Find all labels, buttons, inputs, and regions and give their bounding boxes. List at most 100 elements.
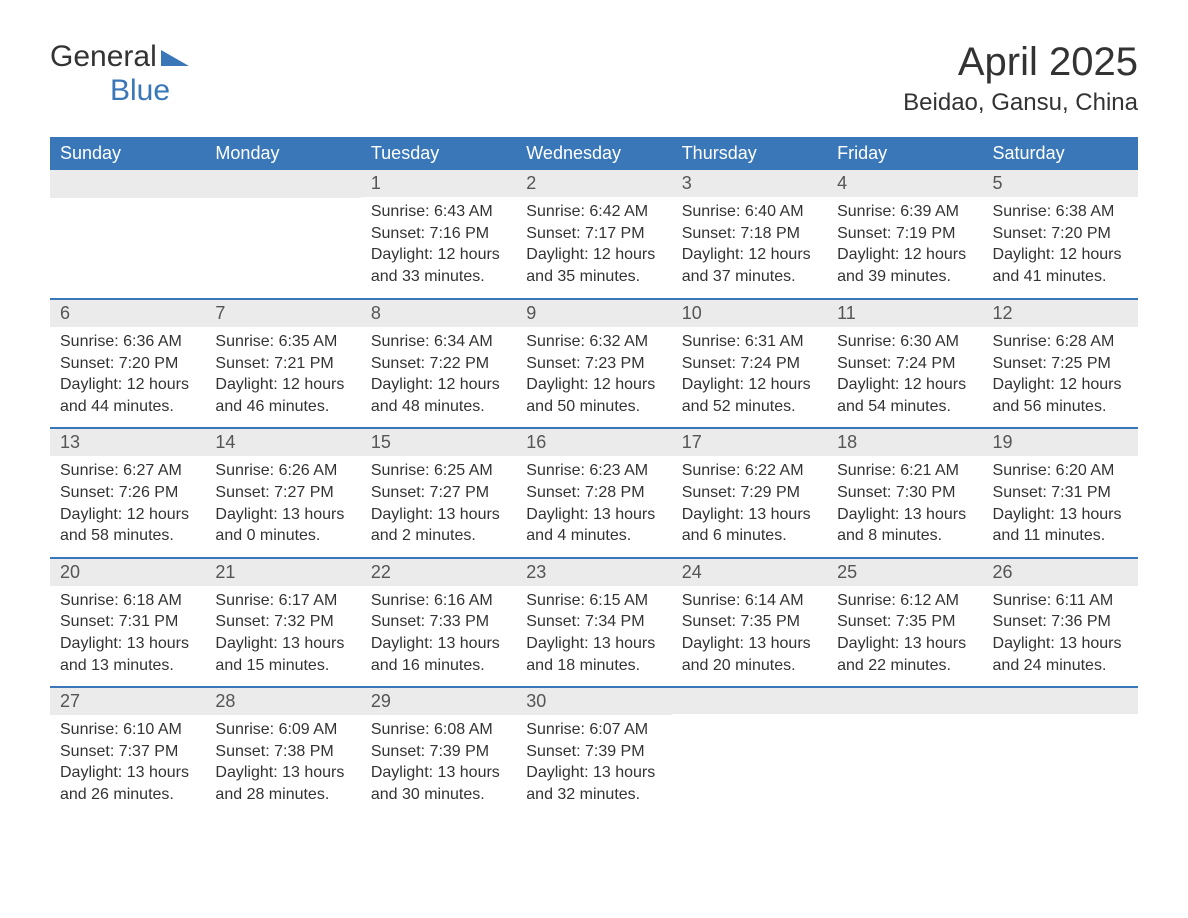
calendar-week-row: 27Sunrise: 6:10 AMSunset: 7:37 PMDayligh… xyxy=(50,686,1138,815)
day-number: 4 xyxy=(827,170,982,197)
day-content: Sunrise: 6:28 AMSunset: 7:25 PMDaylight:… xyxy=(983,327,1138,427)
sunset-text: Sunset: 7:27 PM xyxy=(371,482,506,504)
day-number: 28 xyxy=(205,686,360,715)
sunset-text: Sunset: 7:38 PM xyxy=(215,741,350,763)
day-number: 25 xyxy=(827,557,982,586)
day-content: Sunrise: 6:34 AMSunset: 7:22 PMDaylight:… xyxy=(361,327,516,427)
sunset-text: Sunset: 7:39 PM xyxy=(371,741,506,763)
sunrise-text: Sunrise: 6:17 AM xyxy=(215,590,350,612)
sunset-text: Sunset: 7:35 PM xyxy=(682,611,817,633)
daylight-text: Daylight: 13 hours and 11 minutes. xyxy=(993,504,1128,547)
day-number: 29 xyxy=(361,686,516,715)
daylight-text: Daylight: 13 hours and 26 minutes. xyxy=(60,762,195,805)
calendar-day-cell: 6Sunrise: 6:36 AMSunset: 7:20 PMDaylight… xyxy=(50,298,205,427)
day-number: 24 xyxy=(672,557,827,586)
day-number: 9 xyxy=(516,298,671,327)
day-number: 1 xyxy=(361,170,516,197)
daylight-text: Daylight: 13 hours and 18 minutes. xyxy=(526,633,661,676)
day-number: 2 xyxy=(516,170,671,197)
day-content: Sunrise: 6:26 AMSunset: 7:27 PMDaylight:… xyxy=(205,456,360,556)
day-number: 6 xyxy=(50,298,205,327)
day-number: 18 xyxy=(827,427,982,456)
calendar-day-cell: 18Sunrise: 6:21 AMSunset: 7:30 PMDayligh… xyxy=(827,427,982,556)
header: General Blue April 2025 Beidao, Gansu, C… xyxy=(50,40,1138,129)
sunset-text: Sunset: 7:26 PM xyxy=(60,482,195,504)
sunrise-text: Sunrise: 6:22 AM xyxy=(682,460,817,482)
sunrise-text: Sunrise: 6:20 AM xyxy=(993,460,1128,482)
sunset-text: Sunset: 7:20 PM xyxy=(60,353,195,375)
weekday-header: Saturday xyxy=(983,137,1138,170)
sunrise-text: Sunrise: 6:12 AM xyxy=(837,590,972,612)
calendar-day-cell: 24 Sunrise: 6:14 AMSunset: 7:35 PMDayligh… xyxy=(672,557,827,686)
daylight-text: Daylight: 12 hours and 39 minutes. xyxy=(837,244,972,287)
sunset-text: Sunset: 7:21 PM xyxy=(215,353,350,375)
daylight-text: Daylight: 12 hours and 35 minutes. xyxy=(526,244,661,287)
day-number: 21 xyxy=(205,557,360,586)
logo-text-2: Blue xyxy=(110,74,170,107)
calendar-week-row: 6Sunrise: 6:36 AMSunset: 7:20 PMDaylight… xyxy=(50,298,1138,427)
day-content: Sunrise: 6:42 AMSunset: 7:17 PMDaylight:… xyxy=(516,197,671,297)
weekday-header: Sunday xyxy=(50,137,205,170)
sunrise-text: Sunrise: 6:27 AM xyxy=(60,460,195,482)
sunset-text: Sunset: 7:35 PM xyxy=(837,611,972,633)
sunrise-text: Sunrise: 6:10 AM xyxy=(60,719,195,741)
sunrise-text: Sunrise: 6:15 AM xyxy=(526,590,661,612)
daylight-text: Daylight: 12 hours and 50 minutes. xyxy=(526,374,661,417)
sunrise-text: Sunrise: 6:34 AM xyxy=(371,331,506,353)
day-number: 3 xyxy=(672,170,827,197)
sunset-text: Sunset: 7:20 PM xyxy=(993,223,1128,245)
daylight-text: Daylight: 13 hours and 20 minutes. xyxy=(682,633,817,676)
logo-text-1: General xyxy=(50,40,157,73)
daylight-text: Daylight: 13 hours and 30 minutes. xyxy=(371,762,506,805)
day-content: Sunrise: 6:43 AMSunset: 7:16 PMDaylight:… xyxy=(361,197,516,297)
sunset-text: Sunset: 7:16 PM xyxy=(371,223,506,245)
calendar-day-cell: 9Sunrise: 6:32 AMSunset: 7:23 PMDaylight… xyxy=(516,298,671,427)
day-number: 16 xyxy=(516,427,671,456)
sunrise-text: Sunrise: 6:23 AM xyxy=(526,460,661,482)
calendar-day-cell: 23Sunrise: 6:15 AMSunset: 7:34 PMDayligh… xyxy=(516,557,671,686)
calendar-day-cell: 20Sunrise: 6:18 AMSunset: 7:31 PMDayligh… xyxy=(50,557,205,686)
day-content: Sunrise: 6:23 AMSunset: 7:28 PMDaylight:… xyxy=(516,456,671,556)
month-title: April 2025 xyxy=(903,40,1138,85)
weekday-header: Wednesday xyxy=(516,137,671,170)
daylight-text: Daylight: 13 hours and 24 minutes. xyxy=(993,633,1128,676)
calendar-day-cell: 17Sunrise: 6:22 AMSunset: 7:29 PMDayligh… xyxy=(672,427,827,556)
day-number: 14 xyxy=(205,427,360,456)
sunset-text: Sunset: 7:32 PM xyxy=(215,611,350,633)
day-number: 20 xyxy=(50,557,205,586)
day-number xyxy=(983,686,1138,714)
sunset-text: Sunset: 7:24 PM xyxy=(837,353,972,375)
calendar-day-cell: 3Sunrise: 6:40 AMSunset: 7:18 PMDaylight… xyxy=(672,170,827,298)
sunrise-text: Sunrise: 6:40 AM xyxy=(682,201,817,223)
day-number: 19 xyxy=(983,427,1138,456)
day-content: Sunrise: 6:07 AMSunset: 7:39 PMDaylight:… xyxy=(516,715,671,815)
calendar-day-cell: 16Sunrise: 6:23 AMSunset: 7:28 PMDayligh… xyxy=(516,427,671,556)
sunrise-text: Sunrise: 6:14 AM xyxy=(682,590,817,612)
day-content: Sunrise: 6:36 AMSunset: 7:20 PMDaylight:… xyxy=(50,327,205,427)
calendar-table: Sunday Monday Tuesday Wednesday Thursday… xyxy=(50,137,1138,816)
sunset-text: Sunset: 7:37 PM xyxy=(60,741,195,763)
day-content: Sunrise: 6:12 AMSunset: 7:35 PMDaylight:… xyxy=(827,586,982,686)
sunrise-text: Sunrise: 6:18 AM xyxy=(60,590,195,612)
day-number: 7 xyxy=(205,298,360,327)
sunset-text: Sunset: 7:31 PM xyxy=(993,482,1128,504)
sunset-text: Sunset: 7:36 PM xyxy=(993,611,1128,633)
daylight-text: Daylight: 12 hours and 56 minutes. xyxy=(993,374,1128,417)
day-number: 22 xyxy=(361,557,516,586)
day-number: 11 xyxy=(827,298,982,327)
day-content: Sunrise: 6:30 AMSunset: 7:24 PMDaylight:… xyxy=(827,327,982,427)
calendar-day-cell: 2Sunrise: 6:42 AMSunset: 7:17 PMDaylight… xyxy=(516,170,671,298)
daylight-text: Daylight: 12 hours and 46 minutes. xyxy=(215,374,350,417)
day-number xyxy=(205,170,360,198)
day-content: Sunrise: 6:22 AMSunset: 7:29 PMDaylight:… xyxy=(672,456,827,556)
daylight-text: Daylight: 12 hours and 33 minutes. xyxy=(371,244,506,287)
daylight-text: Daylight: 12 hours and 52 minutes. xyxy=(682,374,817,417)
daylight-text: Daylight: 12 hours and 58 minutes. xyxy=(60,504,195,547)
sunset-text: Sunset: 7:22 PM xyxy=(371,353,506,375)
calendar-body: 1Sunrise: 6:43 AMSunset: 7:16 PMDaylight… xyxy=(50,170,1138,816)
daylight-text: Daylight: 12 hours and 48 minutes. xyxy=(371,374,506,417)
sunset-text: Sunset: 7:24 PM xyxy=(682,353,817,375)
calendar-day-cell xyxy=(827,686,982,815)
calendar-day-cell: 27Sunrise: 6:10 AMSunset: 7:37 PMDayligh… xyxy=(50,686,205,815)
daylight-text: Daylight: 12 hours and 41 minutes. xyxy=(993,244,1128,287)
